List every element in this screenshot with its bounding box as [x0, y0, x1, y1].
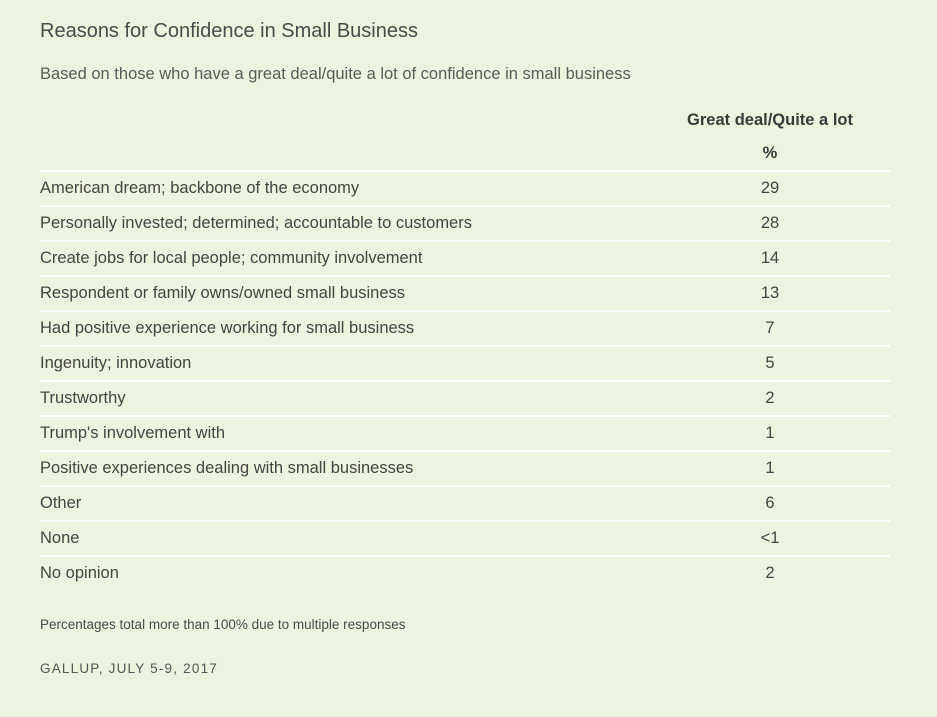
table-row: Other 6 — [40, 487, 890, 522]
row-value: 2 — [765, 564, 775, 582]
table-row: None <1 — [40, 522, 890, 557]
table-row: Trustworthy 2 — [40, 382, 890, 417]
row-label: Trump's involvement with — [40, 424, 226, 442]
results-table: Great deal/Quite a lot % American dream;… — [40, 104, 890, 590]
table-row: Create jobs for local people; community … — [40, 242, 890, 277]
row-label: Positive experiences dealing with small … — [40, 459, 414, 477]
row-label: None — [40, 529, 80, 547]
row-value: 28 — [760, 214, 780, 232]
chart-title: Reasons for Confidence in Small Business — [40, 20, 418, 42]
row-value: 7 — [765, 319, 775, 337]
row-value: 5 — [765, 354, 775, 372]
table-row: American dream; backbone of the economy 2… — [40, 172, 890, 207]
table-row: Ingenuity; innovation 5 — [40, 347, 890, 382]
table-header-row: Great deal/Quite a lot — [40, 104, 890, 137]
row-value: 1 — [765, 424, 775, 442]
source-line: GALLUP, JULY 5-9, 2017 — [40, 661, 218, 676]
row-label: American dream; backbone of the economy — [40, 179, 360, 197]
row-label: Ingenuity; innovation — [40, 354, 192, 372]
table-row: Trump's involvement with 1 — [40, 417, 890, 452]
row-value: 6 — [765, 494, 775, 512]
table-row: Positive experiences dealing with small … — [40, 452, 890, 487]
unit-header-row: % — [40, 137, 890, 172]
row-value: 14 — [760, 249, 780, 267]
table-row: Had positive experience working for smal… — [40, 312, 890, 347]
table-row: No opinion 2 — [40, 557, 890, 590]
column-header: Great deal/Quite a lot — [687, 111, 853, 129]
row-label: Create jobs for local people; community … — [40, 249, 423, 267]
row-value: 1 — [765, 459, 775, 477]
row-label: Respondent or family owns/owned small bu… — [40, 284, 406, 302]
row-label: Personally invested; determined; account… — [40, 214, 472, 232]
row-value: <1 — [760, 529, 780, 547]
row-label: Had positive experience working for smal… — [40, 319, 415, 337]
table-row: Personally invested; determined; account… — [40, 207, 890, 242]
row-label: No opinion — [40, 564, 119, 582]
row-label: Other — [40, 494, 82, 512]
chart-subtitle: Based on those who have a great deal/qui… — [40, 65, 631, 83]
row-label: Trustworthy — [40, 389, 126, 407]
row-value: 13 — [760, 284, 780, 302]
footnote: Percentages total more than 100% due to … — [40, 617, 406, 632]
unit-label: % — [762, 144, 778, 162]
row-value: 29 — [760, 179, 780, 197]
table-body: American dream; backbone of the economy 2… — [40, 172, 890, 590]
row-value: 2 — [765, 389, 775, 407]
table-row: Respondent or family owns/owned small bu… — [40, 277, 890, 312]
